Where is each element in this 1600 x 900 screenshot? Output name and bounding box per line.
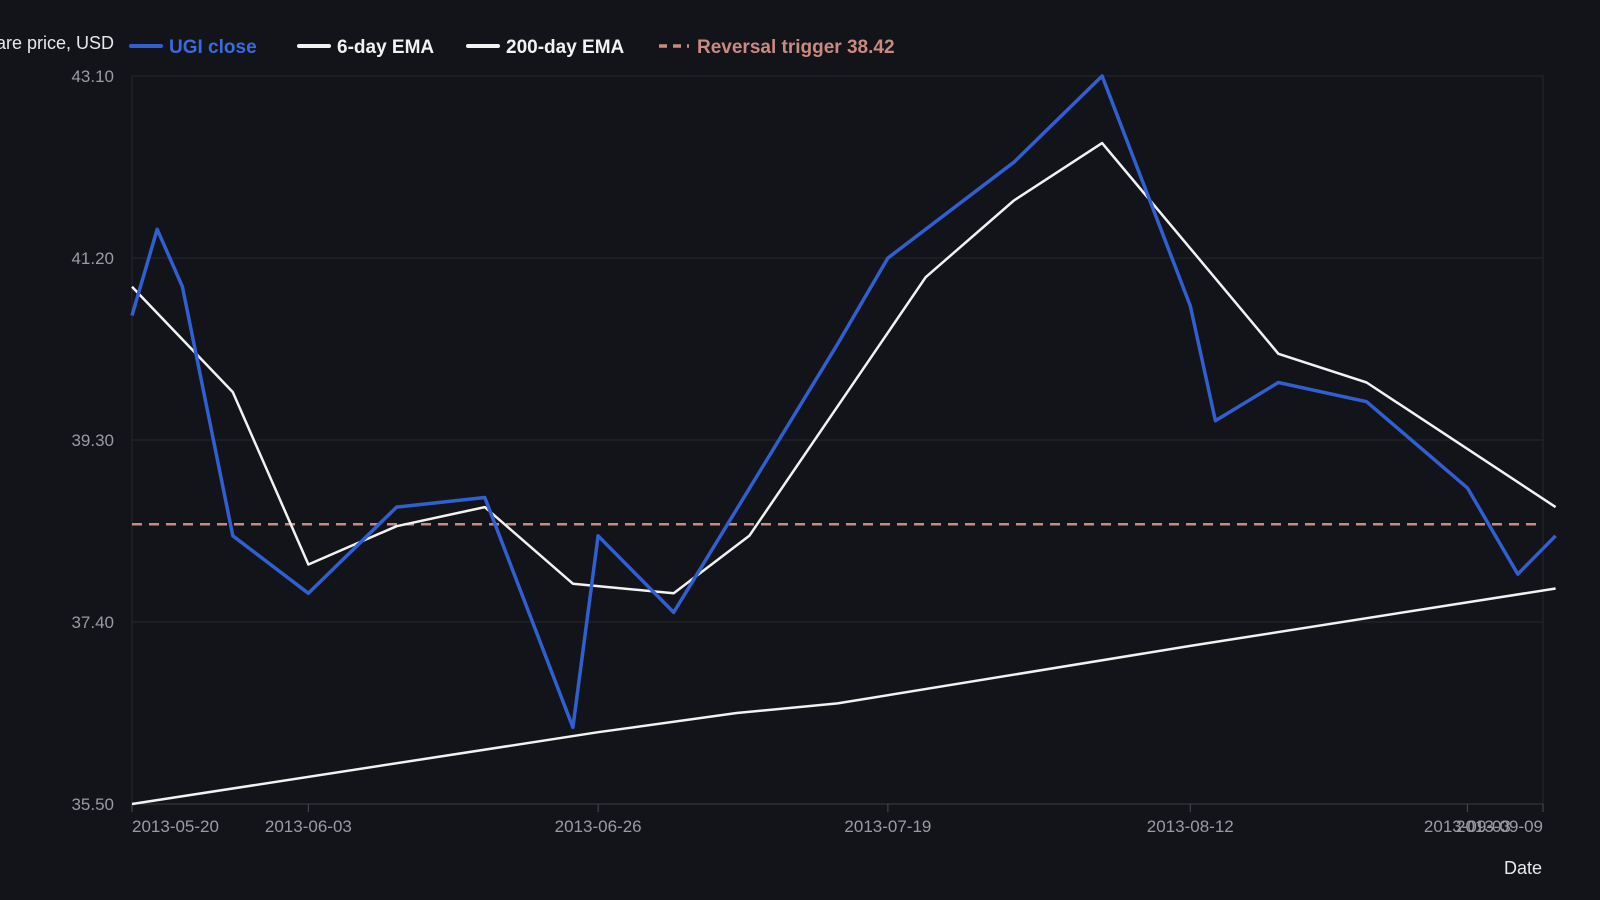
6-day-ema-line: [131, 141, 1557, 595]
legend-6-day-ema-label: 6-day EMA: [337, 37, 434, 58]
x-tick-label: 2013-06-26: [555, 817, 642, 836]
x-tick-label: 2013-08-12: [1147, 817, 1234, 836]
legend-reversal-trigger-38-42-label: Reversal trigger 38.42: [697, 37, 895, 58]
y-tick-label: 43.10: [71, 67, 114, 86]
y-tick-label: 35.50: [71, 795, 114, 814]
ugi-close-line: [130, 74, 1557, 730]
y-axis: 35.50 37.40 39.30 41.20 43.10: [71, 67, 114, 814]
x-tick-label: 2013-06-03: [265, 817, 352, 836]
y-tick-label: 37.40: [71, 613, 114, 632]
series-lines: [130, 74, 1557, 806]
legend: UGI close 6-day EMA 200-day EMA Reversal tr…: [129, 37, 895, 58]
200-day-ema-line: [131, 587, 1556, 806]
y-tick-label: 41.20: [71, 249, 114, 268]
y-axis-label: Share price, USD: [0, 33, 114, 53]
x-axis: 2013-05-20 2013-06-03 2013-06-26 2013-07-19…: [131, 803, 1544, 836]
grid: [131, 75, 1544, 805]
x-axis-label: Date: [1504, 858, 1542, 878]
x-tick-label: 2013-09-03: [1424, 817, 1511, 836]
legend-200-day-ema-label: 200-day EMA: [506, 37, 625, 58]
x-tick-label: 2013-05-20: [132, 817, 219, 836]
legend-ugi-close-label: UGI close: [169, 37, 257, 58]
x-tick-label: 2013-09-09: [1456, 817, 1543, 836]
y-tick-label: 39.30: [71, 431, 114, 450]
x-tick-label: 2013-07-19: [844, 817, 931, 836]
